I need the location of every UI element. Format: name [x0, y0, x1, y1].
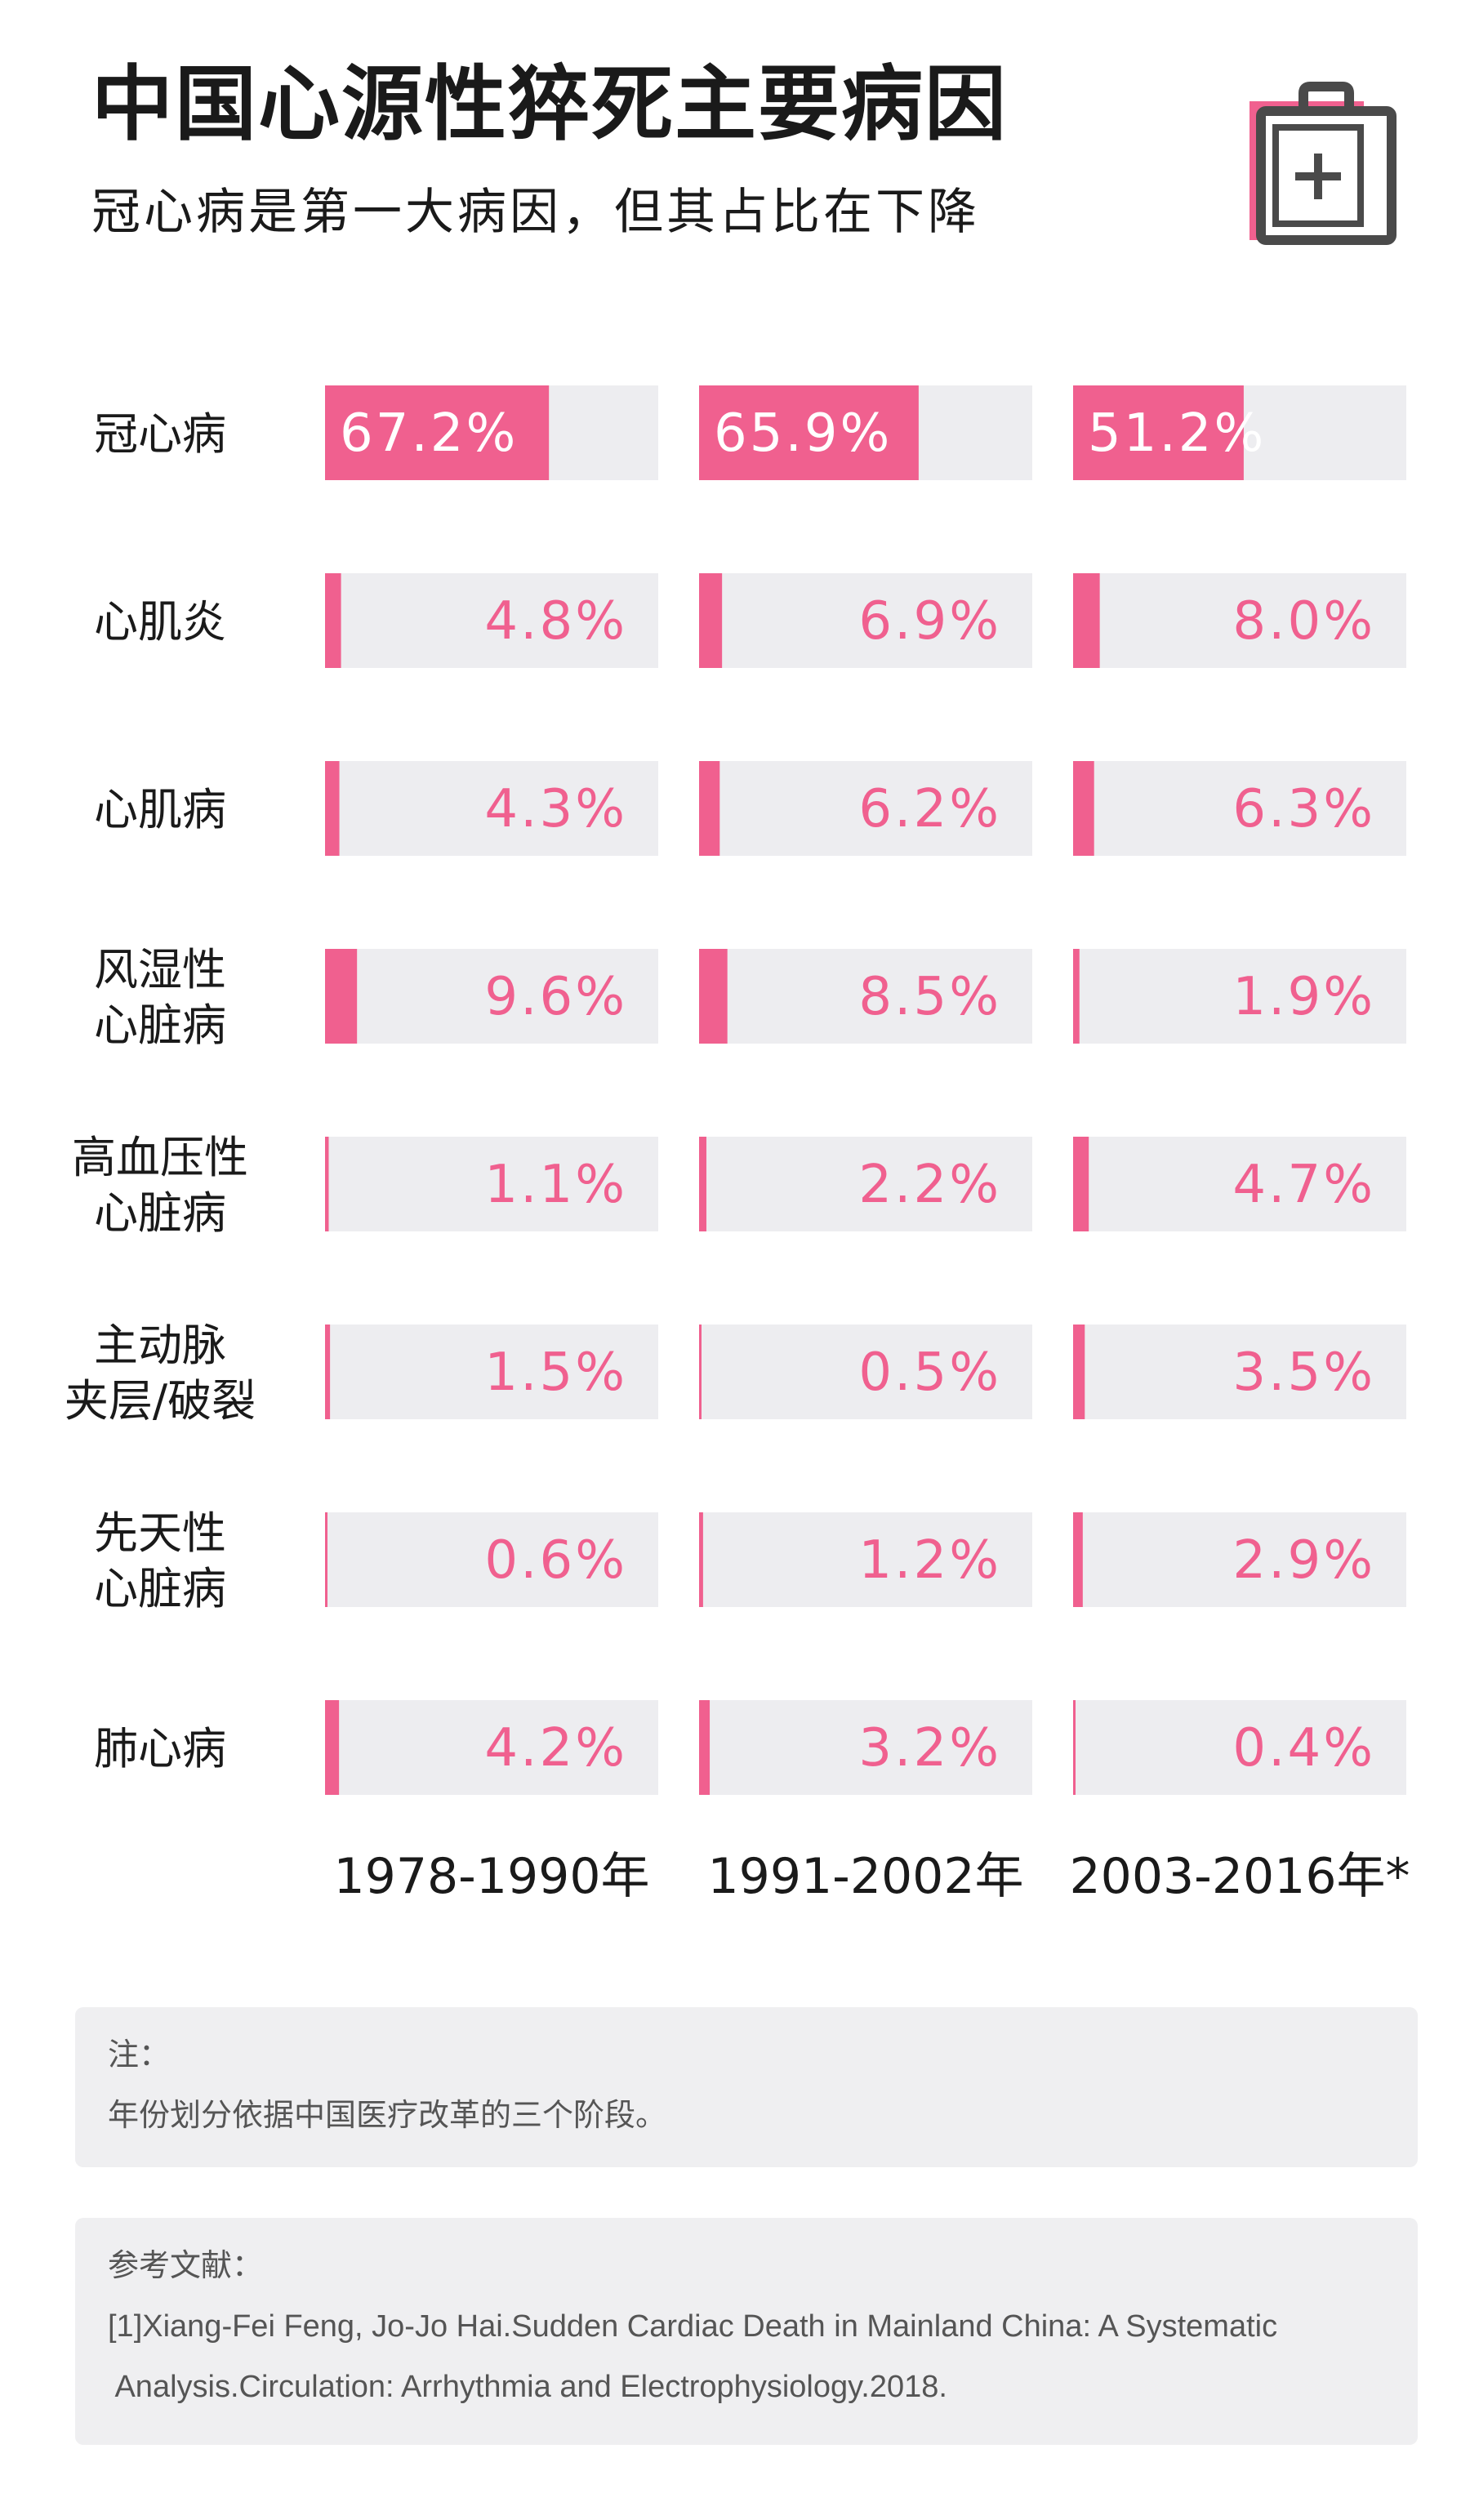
bar-track	[325, 573, 658, 668]
data-label: 6.2%	[858, 779, 1001, 839]
bar-track	[1073, 1325, 1406, 1419]
bar-track	[699, 573, 1032, 668]
page-title: 中国心源性猝死主要病因	[91, 56, 1008, 152]
bar-track	[325, 1700, 658, 1795]
bar-track	[1073, 761, 1406, 856]
data-label: 4.7%	[1232, 1155, 1375, 1215]
bar-track	[325, 1325, 658, 1419]
data-label: 0.6%	[484, 1530, 627, 1591]
bar	[325, 1700, 340, 1795]
period-label: 2003-2016年*	[1069, 1848, 1410, 1905]
bar-track	[699, 1512, 1032, 1607]
bar-track	[1073, 949, 1406, 1044]
category-label: 风湿性心脏病	[94, 944, 226, 1051]
data-label: 4.3%	[484, 779, 627, 839]
note-box: 注： 年份划分依据中国医疗改革的三个阶段。	[75, 2007, 1418, 2167]
data-label: 9.6%	[484, 967, 627, 1027]
category-label: 高血压性心脏病	[72, 1132, 248, 1239]
data-label: 0.4%	[1232, 1718, 1375, 1779]
bar-track	[325, 1137, 658, 1231]
data-label: 3.2%	[858, 1718, 1001, 1779]
references-box: 参考文献： [1]Xiang-Fei Feng, Jo-Jo Hai.Sudde…	[75, 2218, 1418, 2445]
data-label: 0.5%	[858, 1342, 1001, 1403]
bar-track	[699, 1325, 1032, 1419]
reference-line-1: [1]Xiang-Fei Feng, Jo-Jo Hai.Sudden Card…	[108, 2309, 1278, 2344]
reference-line-2: Analysis.Circulation: Arrhythmia and Ele…	[108, 2370, 947, 2404]
bar	[1073, 1137, 1089, 1231]
data-label: 6.9%	[858, 591, 1001, 652]
bar	[699, 1512, 703, 1607]
data-label: 6.3%	[1232, 779, 1375, 839]
references-heading: 参考文献：	[108, 2249, 264, 2283]
data-label: 1.5%	[484, 1342, 627, 1403]
bar	[325, 385, 550, 480]
category-label: 先天性心脏病	[94, 1507, 226, 1614]
category-label: 主动脉夹层/破裂	[65, 1320, 256, 1427]
bar	[325, 1137, 329, 1231]
bar-track	[699, 761, 1032, 856]
data-label: 51.2%	[1088, 403, 1266, 464]
bar-track	[699, 1137, 1032, 1231]
bar-track	[325, 1512, 658, 1607]
data-label: 4.8%	[484, 591, 627, 652]
data-label: 3.5%	[1232, 1342, 1375, 1403]
bar-track	[1073, 573, 1406, 668]
data-label: 2.2%	[858, 1155, 1001, 1215]
bar	[1073, 573, 1100, 668]
bar	[699, 385, 919, 480]
data-label: 1.2%	[858, 1530, 1001, 1591]
note-heading: 注：	[108, 2038, 171, 2073]
bar-track	[1073, 1512, 1406, 1607]
bar	[699, 1700, 710, 1795]
bar	[325, 1325, 331, 1419]
bar	[1073, 385, 1244, 480]
data-label: 1.9%	[1232, 967, 1375, 1027]
category-label: 心肌病	[94, 784, 226, 835]
category-label: 肺心病	[94, 1723, 226, 1774]
bar-track	[325, 949, 658, 1044]
bar	[325, 949, 358, 1044]
bar	[1073, 1700, 1076, 1795]
period-label: 1991-2002年	[707, 1848, 1023, 1905]
bar	[325, 1512, 327, 1607]
medical-clipboard-plus-icon	[1250, 82, 1396, 245]
bar	[1073, 1512, 1083, 1607]
data-label: 8.0%	[1232, 591, 1375, 652]
bar-chart: 冠心病 67.2% 65.9% 51.2% 心肌炎 4.8% 6.9% 8.0% 心肌病 4.3%…	[65, 385, 1410, 1905]
category-label: 心肌炎	[94, 596, 226, 648]
bar-track	[1073, 1700, 1406, 1795]
bar-track	[325, 761, 658, 856]
data-label: 4.2%	[484, 1718, 627, 1779]
category-label: 冠心病	[94, 408, 226, 460]
data-label: 2.9%	[1232, 1530, 1375, 1591]
bar	[1073, 949, 1080, 1044]
bar	[699, 949, 728, 1044]
data-label: 65.9%	[714, 403, 892, 464]
bar	[699, 761, 720, 856]
data-label: 1.1%	[484, 1155, 627, 1215]
bar	[1073, 761, 1094, 856]
bar	[699, 573, 723, 668]
note-text: 年份划分依据中国医疗改革的三个阶段。	[108, 2099, 667, 2133]
bar	[325, 761, 340, 856]
bar-track	[699, 1700, 1032, 1795]
bar-track	[699, 949, 1032, 1044]
data-label: 67.2%	[340, 403, 518, 464]
bar	[325, 573, 341, 668]
bar	[699, 1325, 702, 1419]
bar	[1073, 1325, 1085, 1419]
bar	[699, 1137, 706, 1231]
data-label: 8.5%	[858, 967, 1001, 1027]
bar-track	[1073, 1137, 1406, 1231]
period-label: 1978-1990年	[333, 1848, 649, 1905]
page-subtitle: 冠心病是第一大病因，但其占比在下降	[91, 184, 980, 241]
